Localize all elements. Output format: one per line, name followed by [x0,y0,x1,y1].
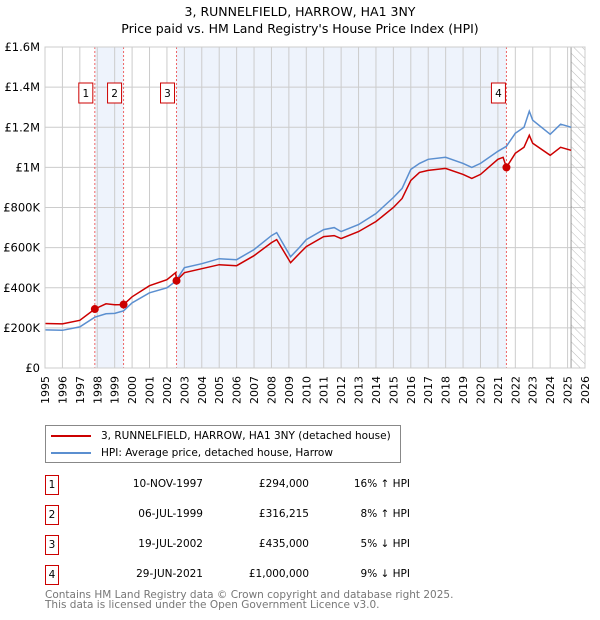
x-tick-label: 2010 [300,376,313,404]
y-tick-label: £1.2M [4,120,40,134]
property-line [44,133,572,325]
x-tick-label: 2004 [196,376,209,404]
x-tick-label: 2022 [509,376,522,404]
y-tick-label: £800K [3,201,40,215]
x-tick-label: 2026 [579,376,592,404]
sale-point [502,163,511,172]
x-tick-label: 2020 [474,376,487,404]
x-tick-label: 1999 [109,376,122,404]
x-tick-label: 2013 [353,376,366,404]
x-tick-label: 1998 [91,376,104,404]
sale-hpi-diff: 8% ↑ HPI [360,508,410,520]
chart-title: 3, RUNNELFIELD, HARROW, HA1 3NY [184,4,416,19]
x-tick-label: 2023 [527,376,540,404]
x-tick-label: 1997 [74,376,87,404]
sale-row: 1 10-NOV-1997 £294,000 16% ↑ HPI [45,475,410,495]
x-tick-label: 2002 [161,376,174,404]
sale-label-box [107,82,123,104]
x-tick-label: 2017 [422,376,435,404]
y-tick-label: £1.4M [4,80,40,94]
x-tick-label: 2007 [248,376,261,404]
y-tick-label: £1M [15,160,40,174]
sale-label: 2 [111,88,118,100]
sale-row: 2 06-JUL-1999 £316,215 8% ↑ HPI [45,505,410,525]
sale-date: 06-JUL-1999 [138,508,203,520]
x-tick-label: 2003 [178,376,191,404]
hpi-line [44,108,572,332]
legend: 3, RUNNELFIELD, HARROW, HA1 3NY (detache… [45,425,401,463]
sale-price: £1,000,000 [248,568,309,580]
sale-price: £435,000 [258,538,309,550]
plot-border [44,46,586,369]
sale-point [172,276,181,285]
sale-date: 10-NOV-1997 [132,478,203,490]
y-tick-label: £600K [3,241,40,255]
sale-row: 4 29-JUN-2021 £1,000,000 9% ↓ HPI [45,565,410,585]
footer: Contains HM Land Registry data © Crown c… [45,589,454,611]
x-tick-label: 2001 [144,376,157,404]
sale-date: 19-JUL-2002 [138,538,203,550]
sale-point [119,300,128,309]
sale-marker: 2 [45,505,59,525]
x-tick-label: 2015 [387,376,400,404]
x-tick-label: 2025 [562,376,575,404]
x-tick-label: 2000 [126,376,139,404]
x-tick-label: 2016 [405,376,418,404]
legend-swatch [51,452,91,454]
sale-label: 4 [495,88,502,100]
x-tick-label: 1995 [39,376,52,404]
sale-row: 3 19-JUL-2002 £435,000 5% ↓ HPI [45,535,410,555]
footer-line: This data is licensed under the Open Gov… [45,599,380,611]
x-tick-label: 2011 [318,376,331,404]
sale-point [90,305,99,314]
sale-price: £316,215 [258,508,309,520]
legend-item-property: 3, RUNNELFIELD, HARROW, HA1 3NY (detache… [46,428,391,444]
sale-label-box [490,82,506,104]
x-tick-label: 2014 [370,376,383,404]
y-tick-label: £400K [3,281,40,295]
x-tick-label: 2009 [283,376,296,404]
sale-hpi-diff: 9% ↓ HPI [360,568,410,580]
x-tick-label: 2019 [457,376,470,404]
x-tick-label: 2018 [440,376,453,404]
x-tick-label: 1996 [56,376,69,404]
y-tick-label: £200K [3,321,40,335]
sale-label: 3 [164,88,171,100]
legend-item-hpi: HPI: Average price, detached house, Harr… [46,445,333,461]
x-tick-label: 2021 [492,376,505,404]
y-tick-label: £1.6M [4,40,40,54]
sale-hpi-diff: 5% ↓ HPI [360,538,410,550]
x-tick-label: 2008 [265,376,278,404]
sale-marker: 3 [45,535,59,555]
x-tick-label: 2024 [544,376,557,404]
price-chart: 1995 1996 1997 1998 1999 2000 2001 2002 2003 2004… [3,40,592,404]
sale-marker: 1 [45,475,59,495]
x-tick-label: 2012 [335,376,348,404]
sale-label-box [160,82,176,104]
sale-date: 29-JUN-2021 [136,568,203,580]
chart-subtitle: Price paid vs. HM Land Registry's House … [121,21,479,36]
legend-label: 3, RUNNELFIELD, HARROW, HA1 3NY (detache… [101,430,391,442]
legend-swatch [51,435,91,437]
x-tick-label: 2006 [231,376,244,404]
legend-label: HPI: Average price, detached house, Harr… [101,447,333,459]
sale-marker: 4 [45,565,59,585]
x-tick-label: 2005 [213,376,226,404]
sale-hpi-diff: 16% ↑ HPI [353,478,410,490]
y-tick-label: £0 [25,361,40,375]
sale-price: £294,000 [258,478,309,490]
footer-line: Contains HM Land Registry data © Crown c… [45,589,454,601]
sale-label-box [78,82,94,104]
sale-label: 1 [82,88,89,100]
